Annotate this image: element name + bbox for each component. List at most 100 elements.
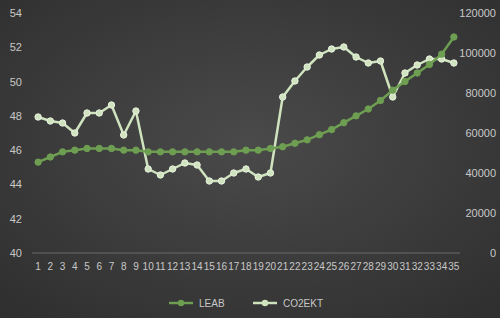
series-marker <box>402 70 408 76</box>
series-marker <box>402 78 408 84</box>
series-marker <box>169 149 175 155</box>
x-tick-label: 4 <box>72 261 78 272</box>
x-tick-label: 29 <box>375 261 387 272</box>
x-tick-label: 12 <box>167 261 179 272</box>
series-marker <box>341 44 347 50</box>
series-marker <box>84 110 90 116</box>
x-tick-label: 30 <box>387 261 399 272</box>
x-tick-label: 20 <box>265 261 277 272</box>
series-marker <box>438 51 444 57</box>
y-tick-label: 46 <box>10 144 22 156</box>
series-line <box>38 47 454 181</box>
series-marker <box>365 60 371 66</box>
x-tick-label: 26 <box>338 261 350 272</box>
x-tick-label: 7 <box>109 261 115 272</box>
series-marker <box>96 110 102 116</box>
y-tick-label: 44 <box>10 178 22 190</box>
series-marker <box>353 113 359 119</box>
x-tick-label: 18 <box>240 261 252 272</box>
series-marker <box>121 132 127 138</box>
y-tick-label: 42 <box>10 213 22 225</box>
series-marker <box>59 120 65 126</box>
x-tick-label: 15 <box>204 261 216 272</box>
x-tick-label: 17 <box>228 261 240 272</box>
series-marker <box>279 144 285 150</box>
x-tick-label: 33 <box>424 261 436 272</box>
x-tick-label: 13 <box>179 261 191 272</box>
series-marker <box>157 172 163 178</box>
x-tick-label: 2 <box>48 261 54 272</box>
x-tick-label: 1 <box>35 261 41 272</box>
series-marker <box>390 87 396 93</box>
series-marker <box>231 170 237 176</box>
y-tick-label: 54 <box>10 7 22 19</box>
series-marker <box>426 61 432 67</box>
series-marker <box>218 149 224 155</box>
series-marker <box>255 174 261 180</box>
series-marker <box>96 145 102 151</box>
series-marker <box>341 120 347 126</box>
series-marker <box>206 178 212 184</box>
series-marker <box>182 149 188 155</box>
x-tick-label: 14 <box>192 261 204 272</box>
series-marker <box>451 60 457 66</box>
series-marker <box>108 145 114 151</box>
series-marker <box>121 147 127 153</box>
series-marker <box>72 130 78 136</box>
series-marker <box>206 149 212 155</box>
series-marker <box>304 137 310 143</box>
series-marker <box>47 118 53 124</box>
series-marker <box>145 166 151 172</box>
series-marker <box>292 78 298 84</box>
series-marker <box>377 97 383 103</box>
x-tick-label: 34 <box>436 261 448 272</box>
x-tick-label: 9 <box>133 261 139 272</box>
series-marker <box>157 149 163 155</box>
series-marker <box>255 147 261 153</box>
series-marker <box>145 149 151 155</box>
series-marker <box>304 64 310 70</box>
plot-area <box>35 34 457 184</box>
series-marker <box>353 54 359 60</box>
x-tick-label: 24 <box>314 261 326 272</box>
series-marker <box>414 70 420 76</box>
x-axis-line <box>32 253 460 254</box>
y2-tick-label: 40000 <box>465 167 496 179</box>
x-tick-label: 25 <box>326 261 338 272</box>
series-marker <box>84 145 90 151</box>
series-marker <box>243 147 249 153</box>
series-line <box>38 37 454 162</box>
x-tick-label: 11 <box>155 261 166 272</box>
series-marker <box>267 145 273 151</box>
series-marker <box>231 149 237 155</box>
x-tick-label: 32 <box>412 261 424 272</box>
x-tick-label: 10 <box>143 261 155 272</box>
series-marker <box>414 62 420 68</box>
series-marker <box>218 178 224 184</box>
x-tick-label: 27 <box>350 261 362 272</box>
y2-tick-label: 60000 <box>465 127 496 139</box>
x-tick-label: 19 <box>253 261 265 272</box>
series-marker <box>194 162 200 168</box>
series-marker <box>279 94 285 100</box>
y-tick-label: 40 <box>10 247 22 259</box>
y2-tick-label: 80000 <box>465 87 496 99</box>
series-marker <box>377 58 383 64</box>
series-marker <box>194 149 200 155</box>
x-tick-label: 23 <box>302 261 314 272</box>
series-marker <box>133 147 139 153</box>
x-tick-label: 8 <box>121 261 127 272</box>
x-tick-label: 35 <box>448 261 460 272</box>
y2-tick-label: 120000 <box>459 7 496 19</box>
series-marker <box>316 132 322 138</box>
series-marker <box>292 140 298 146</box>
legend-label: LEAB <box>199 298 225 309</box>
series-marker <box>47 154 53 160</box>
series-marker <box>316 52 322 58</box>
series-marker <box>182 160 188 166</box>
legend-marker <box>178 300 184 306</box>
series-marker <box>365 106 371 112</box>
legend-label: CO2EKT <box>283 298 323 309</box>
series-marker <box>267 170 273 176</box>
series-marker <box>328 46 334 52</box>
